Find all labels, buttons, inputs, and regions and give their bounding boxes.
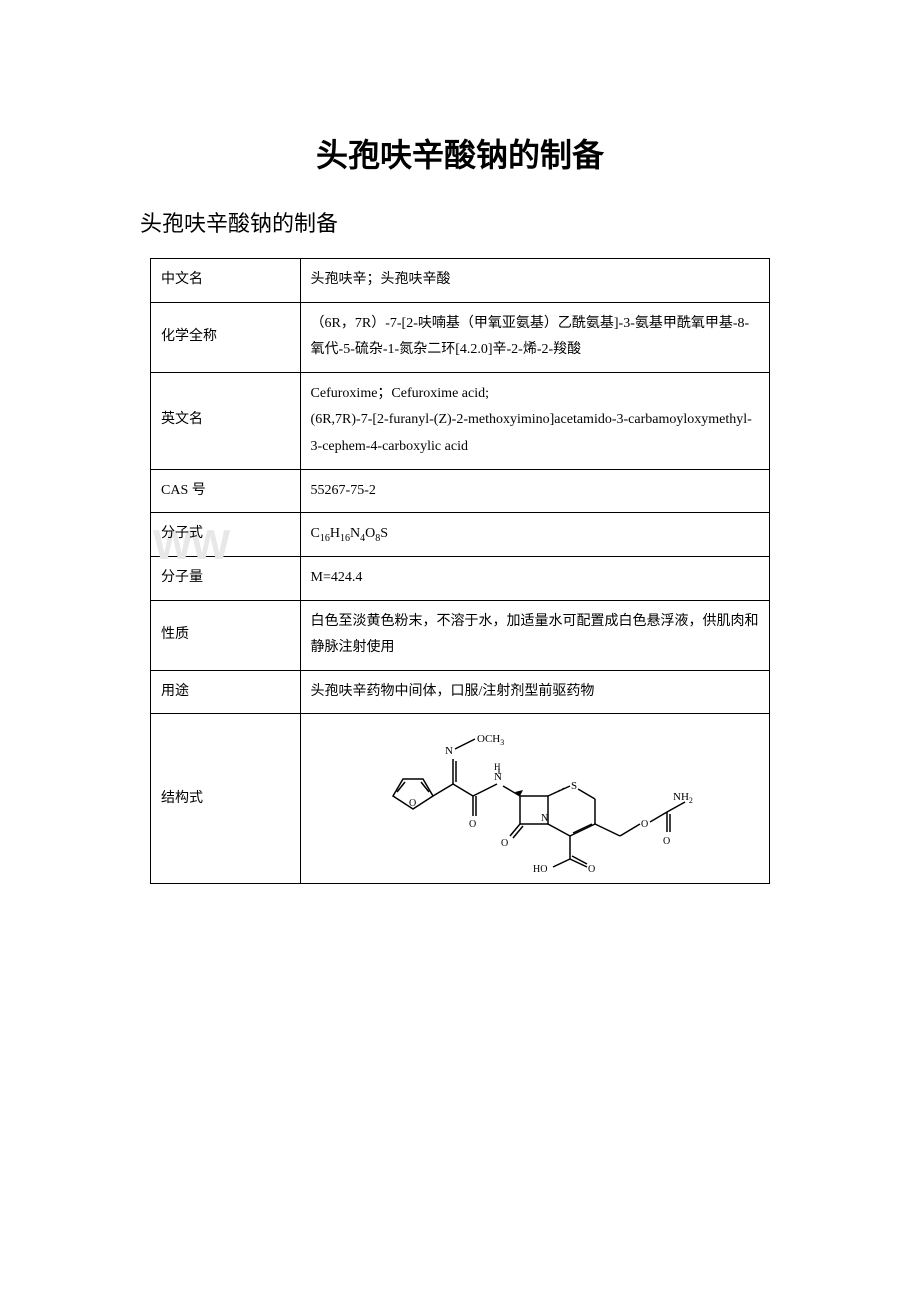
row-value: （6R，7R）-7-[2-呋喃基（甲氧亚氨基）乙酰氨基]-3-氨基甲酰氧甲基-8… — [300, 302, 769, 372]
table-row: CAS 号55267-75-2 — [151, 469, 770, 513]
table-row: 分子量M=424.4 — [151, 556, 770, 600]
svg-text:S: S — [571, 780, 577, 792]
compound-info-table: 中文名头孢呋辛；头孢呋辛酸化学全称（6R，7R）-7-[2-呋喃基（甲氧亚氨基）… — [150, 258, 770, 884]
document-title: 头孢呋辛酸钠的制备 — [80, 130, 840, 176]
svg-text:O: O — [469, 819, 476, 830]
svg-text:N: N — [445, 745, 453, 757]
row-value: Cefuroxime；Cefuroxime acid;(6R,7R)-7-[2-… — [300, 372, 769, 469]
row-value: 头孢呋辛药物中间体，口服/注射剂型前驱药物 — [300, 670, 769, 714]
row-label: 性质 — [151, 600, 301, 670]
row-label: 结构式 — [151, 714, 301, 884]
row-value: M=424.4 — [300, 556, 769, 600]
table-row: 用途头孢呋辛药物中间体，口服/注射剂型前驱药物 — [151, 670, 770, 714]
table-row: 化学全称（6R，7R）-7-[2-呋喃基（甲氧亚氨基）乙酰氨基]-3-氨基甲酰氧… — [151, 302, 770, 372]
svg-text:HO: HO — [533, 864, 547, 874]
svg-text:O: O — [501, 838, 508, 849]
table-row: 英文名Cefuroxime；Cefuroxime acid;(6R,7R)-7-… — [151, 372, 770, 469]
table-row: 结构式 O N OCH3 O N H — [151, 714, 770, 884]
row-label: 英文名 — [151, 372, 301, 469]
table-row: 中文名头孢呋辛；头孢呋辛酸 — [151, 259, 770, 303]
document-subtitle: 头孢呋辛酸钠的制备 — [140, 206, 840, 238]
chemical-structure-icon: O N OCH3 O N H — [375, 724, 695, 874]
row-label: WW分子式 — [151, 513, 301, 557]
row-value: 55267-75-2 — [300, 469, 769, 513]
svg-text:O: O — [588, 864, 595, 874]
table-row: 性质白色至淡黄色粉末，不溶于水，加适量水可配置成白色悬浮液，供肌肉和静脉注射使用 — [151, 600, 770, 670]
row-label: 化学全称 — [151, 302, 301, 372]
svg-text:O: O — [409, 798, 416, 809]
row-value: 白色至淡黄色粉末，不溶于水，加适量水可配置成白色悬浮液，供肌肉和静脉注射使用 — [300, 600, 769, 670]
svg-text:OCH3: OCH3 — [477, 733, 504, 747]
row-value: O N OCH3 O N H — [300, 714, 769, 884]
svg-text:H: H — [494, 762, 501, 772]
svg-text:N: N — [541, 813, 548, 824]
row-value: 头孢呋辛；头孢呋辛酸 — [300, 259, 769, 303]
svg-text:O: O — [641, 819, 648, 830]
svg-text:O: O — [663, 836, 670, 847]
svg-text:N: N — [494, 771, 502, 783]
row-label: 中文名 — [151, 259, 301, 303]
svg-text:NH2: NH2 — [673, 791, 693, 805]
table-row: WW分子式C16H16N4O8S — [151, 513, 770, 557]
row-value: C16H16N4O8S — [300, 513, 769, 557]
row-label: 用途 — [151, 670, 301, 714]
